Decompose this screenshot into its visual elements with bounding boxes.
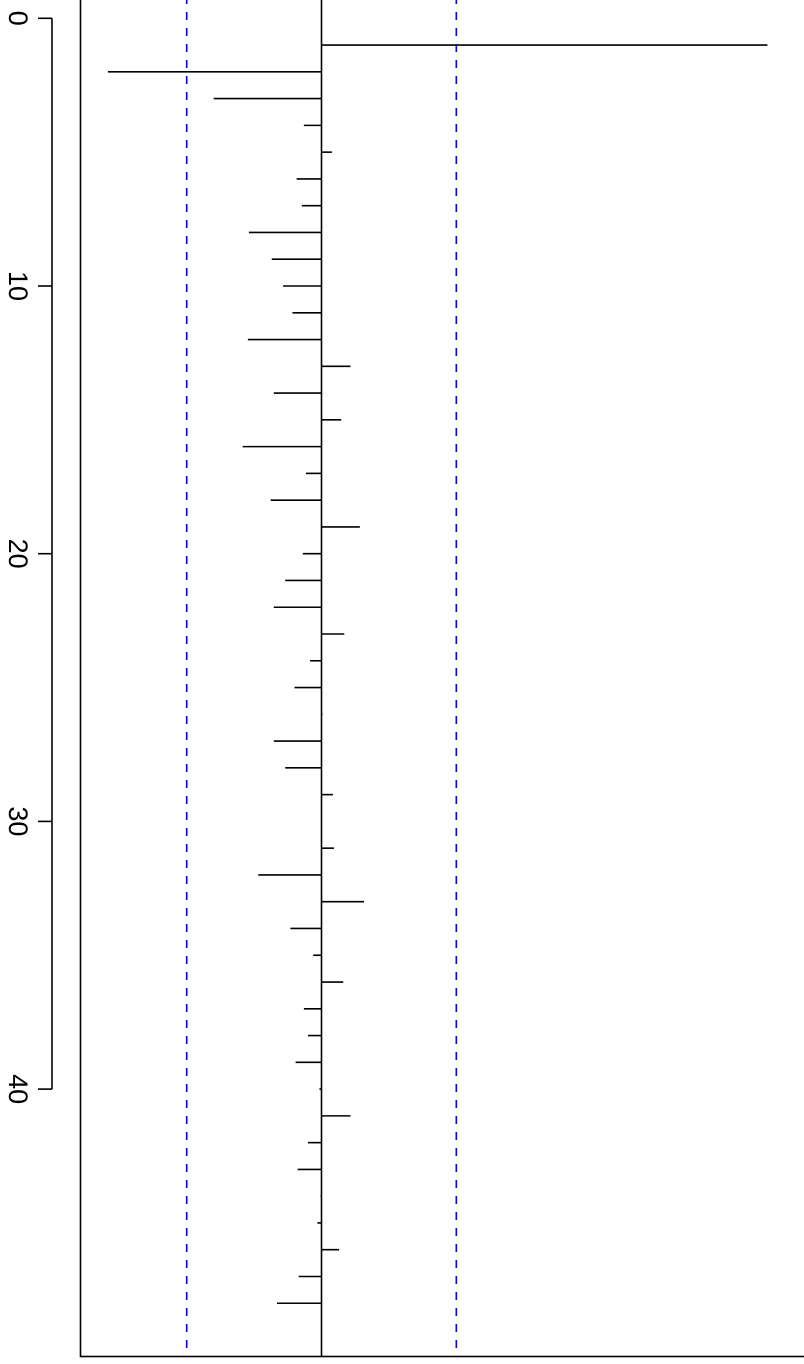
lag-tick-label-30: 30 — [3, 806, 33, 836]
lag-tick-label-0: 0 — [3, 11, 33, 26]
plot-frame — [79, 0, 804, 1358]
lag-tick-label-40: 40 — [3, 1074, 33, 1104]
lag-tick-label-20: 20 — [3, 539, 33, 569]
lag-tick-label-10: 10 — [3, 271, 33, 301]
